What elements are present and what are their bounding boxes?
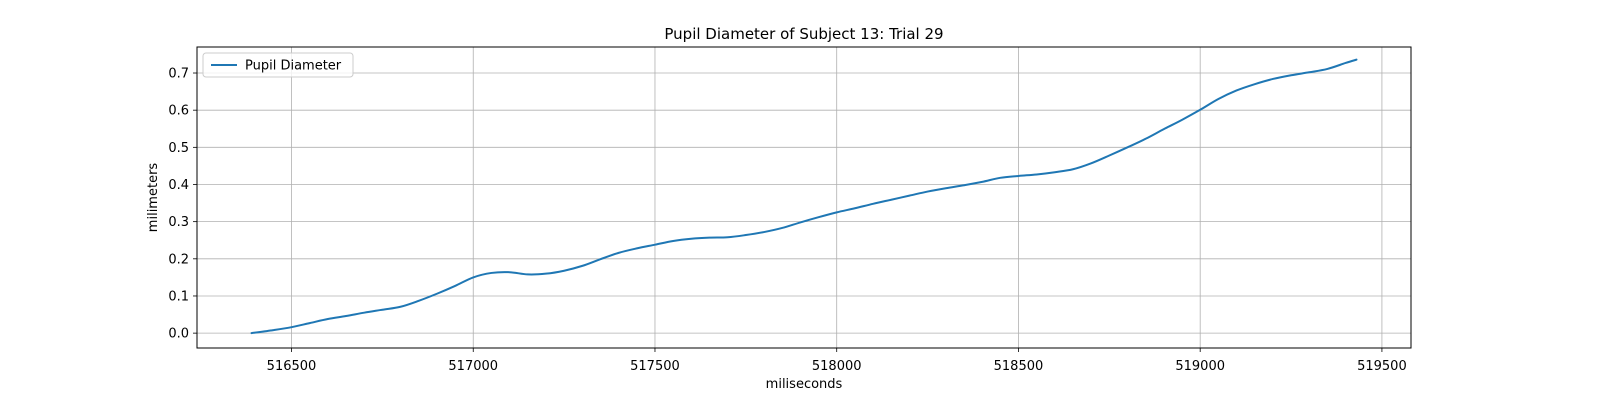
x-tick-label: 517500 [630,359,680,374]
chart-title: Pupil Diameter of Subject 13: Trial 29 [664,25,943,43]
legend-label-pupil-diameter: Pupil Diameter [245,59,342,74]
x-tick-label: 516500 [267,359,317,374]
axis-ticks: 516500 517000 517500 518000 518500 519000 5195… [168,67,1406,374]
y-axis-title: milimeters [146,163,161,233]
legend: Pupil Diameter [202,52,354,78]
series-line-pupil-diameter [250,58,1358,335]
x-tick-label: 517000 [448,359,498,374]
plot-frame [196,46,1412,349]
y-tick-label: 0.3 [168,215,189,230]
legend-box [202,52,354,78]
y-tick-label: 0.2 [168,252,189,267]
y-tick-label: 0.1 [168,289,189,304]
y-tick-label: 0.5 [168,141,189,156]
x-tick-label: 519000 [1175,359,1225,374]
y-tick-label: 0.6 [168,104,189,119]
y-tick-label: 0.4 [168,178,189,193]
x-axis-title: miliseconds [766,377,843,392]
x-tick-label: 519500 [1357,359,1407,374]
x-tick-label: 518000 [812,359,862,374]
y-tick-label: 0.0 [168,327,189,342]
series-layer [250,58,1358,335]
x-tick-label: 518500 [994,359,1044,374]
y-tick-label: 0.7 [168,67,189,82]
